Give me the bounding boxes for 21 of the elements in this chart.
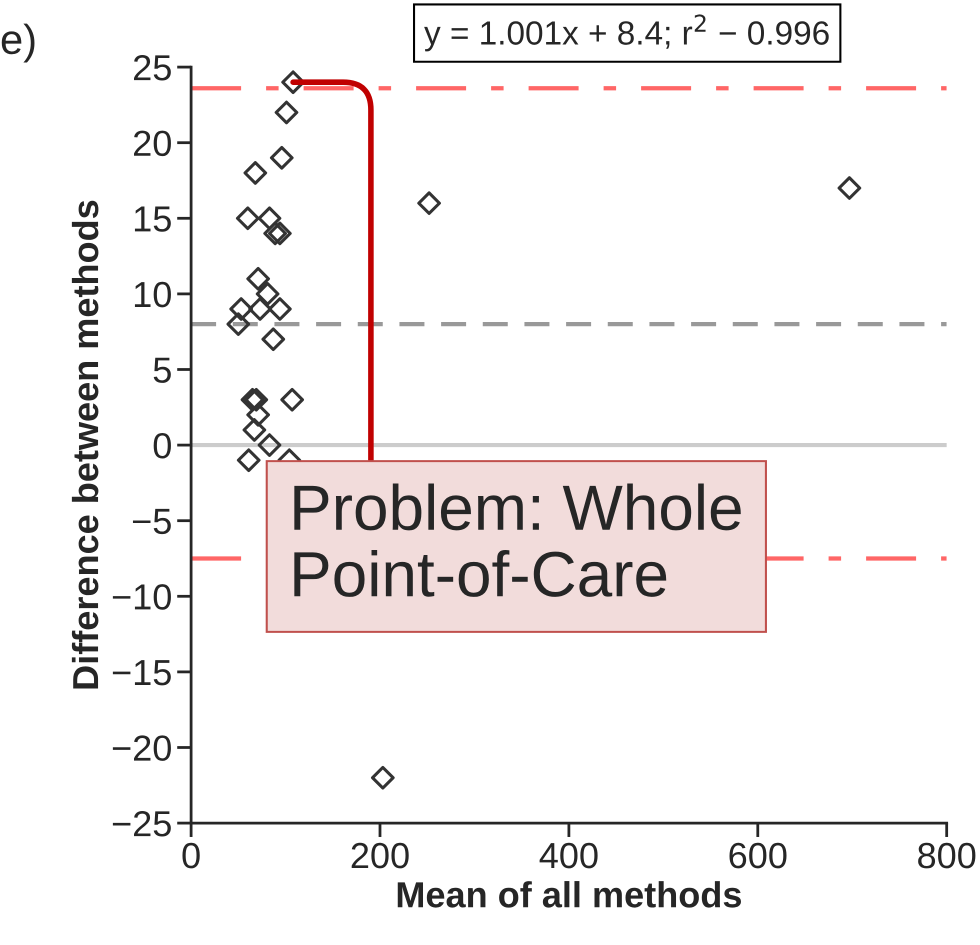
x-tick-label: 200	[352, 842, 409, 868]
y-tick-label: −10	[112, 584, 171, 610]
x-tick-label: 0	[182, 842, 200, 868]
annotation: Problem: Whole Point-of-Care	[294, 483, 741, 597]
y-tick-label: 20	[134, 130, 171, 156]
y-tick-label: 25	[134, 54, 171, 81]
y-axis-title: Difference between methods	[72, 200, 98, 688]
y-tick-label: −25	[112, 810, 171, 837]
y-tick-label: −20	[112, 735, 171, 761]
text: e)	[2, 24, 34, 62]
y-tick-label: −15	[112, 660, 171, 686]
text: y = 1.001x + 8.4; r$^{2}$ − 0.996	[424, 14, 829, 52]
y-tick-label: −5	[132, 508, 171, 534]
x-tick-label: 400	[540, 842, 598, 868]
y-tick-label: 5	[154, 358, 171, 383]
y-tick-label: 15	[134, 206, 171, 232]
x-axis-title: Mean of all methods	[398, 881, 741, 908]
x-tick-label: 800	[918, 842, 976, 868]
y-tick-label: 10	[134, 282, 171, 308]
x-tick-label: 600	[729, 842, 786, 868]
y-tick-label: 0	[154, 432, 171, 459]
